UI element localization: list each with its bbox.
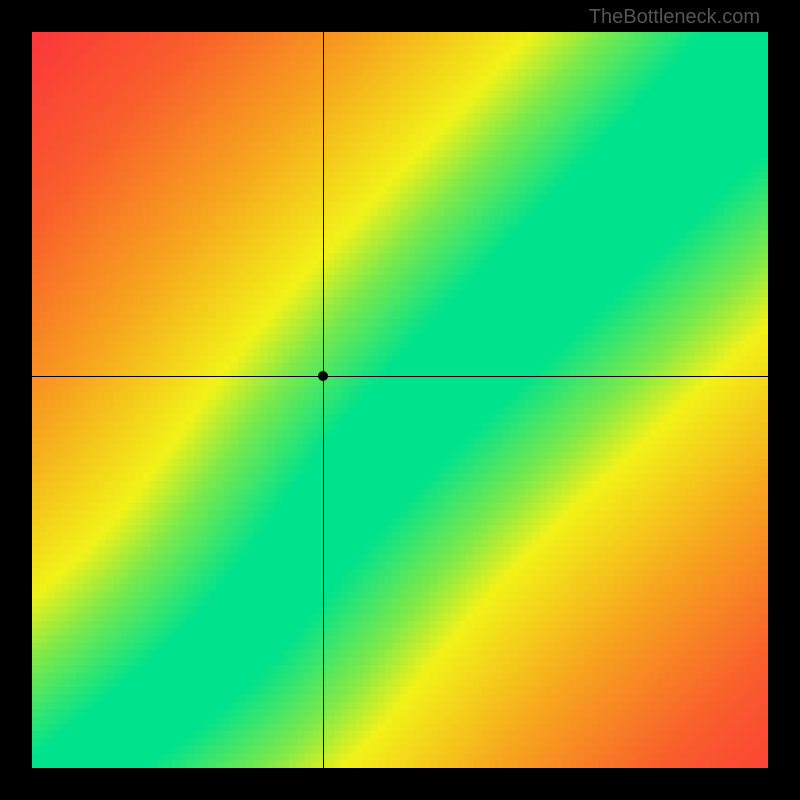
crosshair-vertical [323,32,324,768]
crosshair-horizontal [32,376,768,377]
crosshair-marker [318,371,328,381]
plot-area [32,32,768,768]
chart-container: TheBottleneck.com [0,0,800,800]
heatmap-canvas [32,32,768,768]
watermark-text: TheBottleneck.com [589,6,760,29]
